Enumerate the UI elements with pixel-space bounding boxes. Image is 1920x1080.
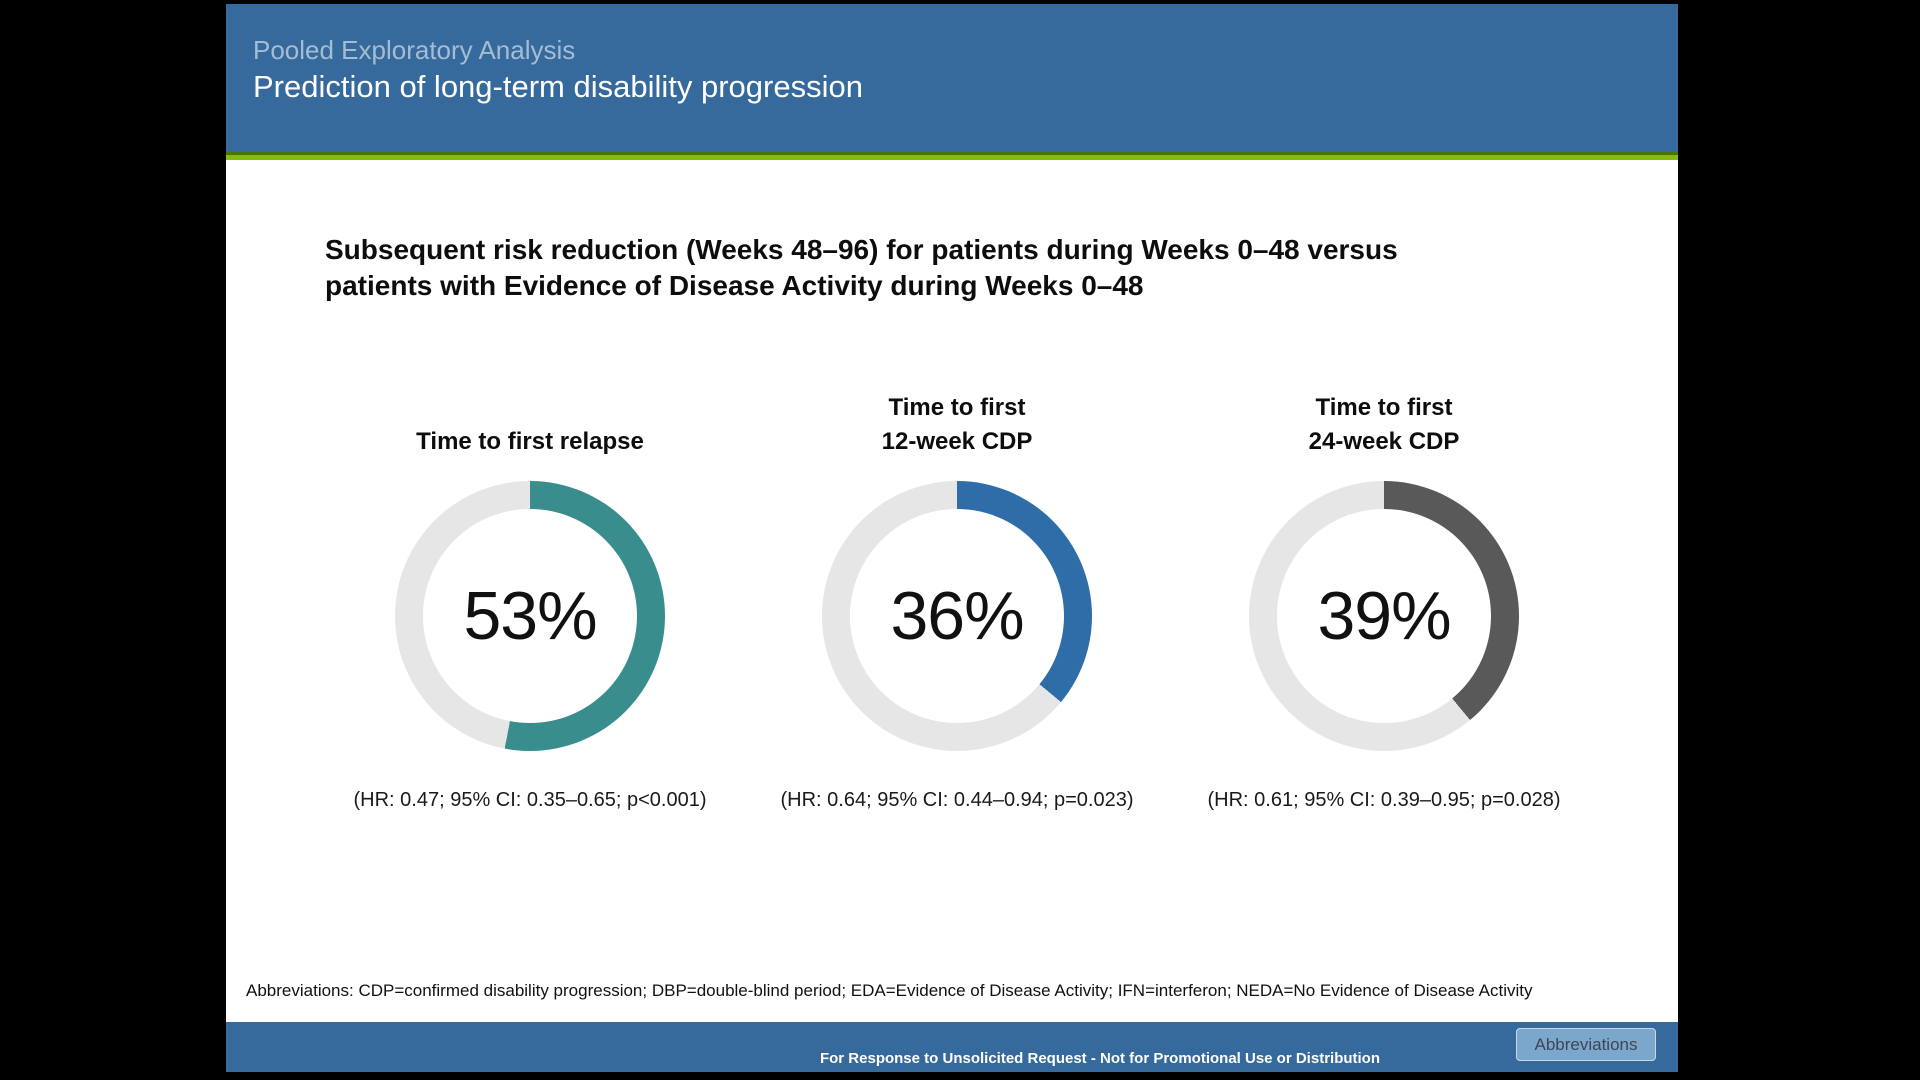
donut-column-12wk-cdp: Time to first 12-week CDP 36% (HR: 0.64;…: [757, 389, 1157, 812]
slide-footer: For Response to Unsolicited Request - No…: [226, 1022, 1678, 1072]
donut-chart-row: Time to first relapse 53% (HR: 0.47; 95%…: [330, 389, 1614, 812]
page-title: Prediction of long-term disability progr…: [253, 69, 863, 104]
donut-stat: (HR: 0.47; 95% CI: 0.35–0.65; p<0.001): [353, 789, 707, 811]
donut-title: Time to first 12-week CDP: [881, 394, 1033, 455]
body-heading-line2: patients with Evidence of Disease Activi…: [325, 270, 1144, 301]
donut-chart-12wk-cdp: 36%: [822, 481, 1092, 751]
slide: Pooled Exploratory Analysis Prediction o…: [226, 4, 1678, 1072]
donut-title: Time to first 24-week CDP: [1308, 394, 1460, 455]
donut-chart-24wk-cdp: 39%: [1249, 481, 1519, 751]
donut-hole: 53%: [423, 509, 637, 723]
donut-stat: (HR: 0.64; 95% CI: 0.44–0.94; p=0.023): [780, 789, 1134, 811]
body-heading-line1: Subsequent risk reduction (Weeks 48–96) …: [325, 234, 1398, 265]
header-eyebrow: Pooled Exploratory Analysis: [253, 35, 576, 65]
donut-value: 39%: [1317, 578, 1451, 654]
abbreviations-button[interactable]: Abbreviations: [1516, 1028, 1656, 1061]
donut-title: Time to first relapse: [416, 428, 644, 455]
donut-value: 36%: [890, 578, 1024, 654]
donut-column-relapse: Time to first relapse 53% (HR: 0.47; 95%…: [330, 389, 730, 812]
slide-header: Pooled Exploratory Analysis Prediction o…: [226, 4, 1678, 152]
abbreviations-footnote: Abbreviations: CDP=confirmed disability …: [246, 981, 1533, 1000]
body-heading: Subsequent risk reduction (Weeks 48–96) …: [325, 232, 1615, 304]
donut-hole: 39%: [1277, 509, 1491, 723]
footer-disclaimer: For Response to Unsolicited Request - No…: [819, 1050, 1381, 1067]
donut-hole: 36%: [850, 509, 1064, 723]
donut-value: 53%: [463, 578, 597, 654]
donut-chart-relapse: 53%: [395, 481, 665, 751]
donut-stat: (HR: 0.61; 95% CI: 0.39–0.95; p=0.028): [1207, 789, 1561, 811]
header-accent-divider: [226, 152, 1678, 160]
donut-column-24wk-cdp: Time to first 24-week CDP 39% (HR: 0.61;…: [1184, 389, 1584, 812]
